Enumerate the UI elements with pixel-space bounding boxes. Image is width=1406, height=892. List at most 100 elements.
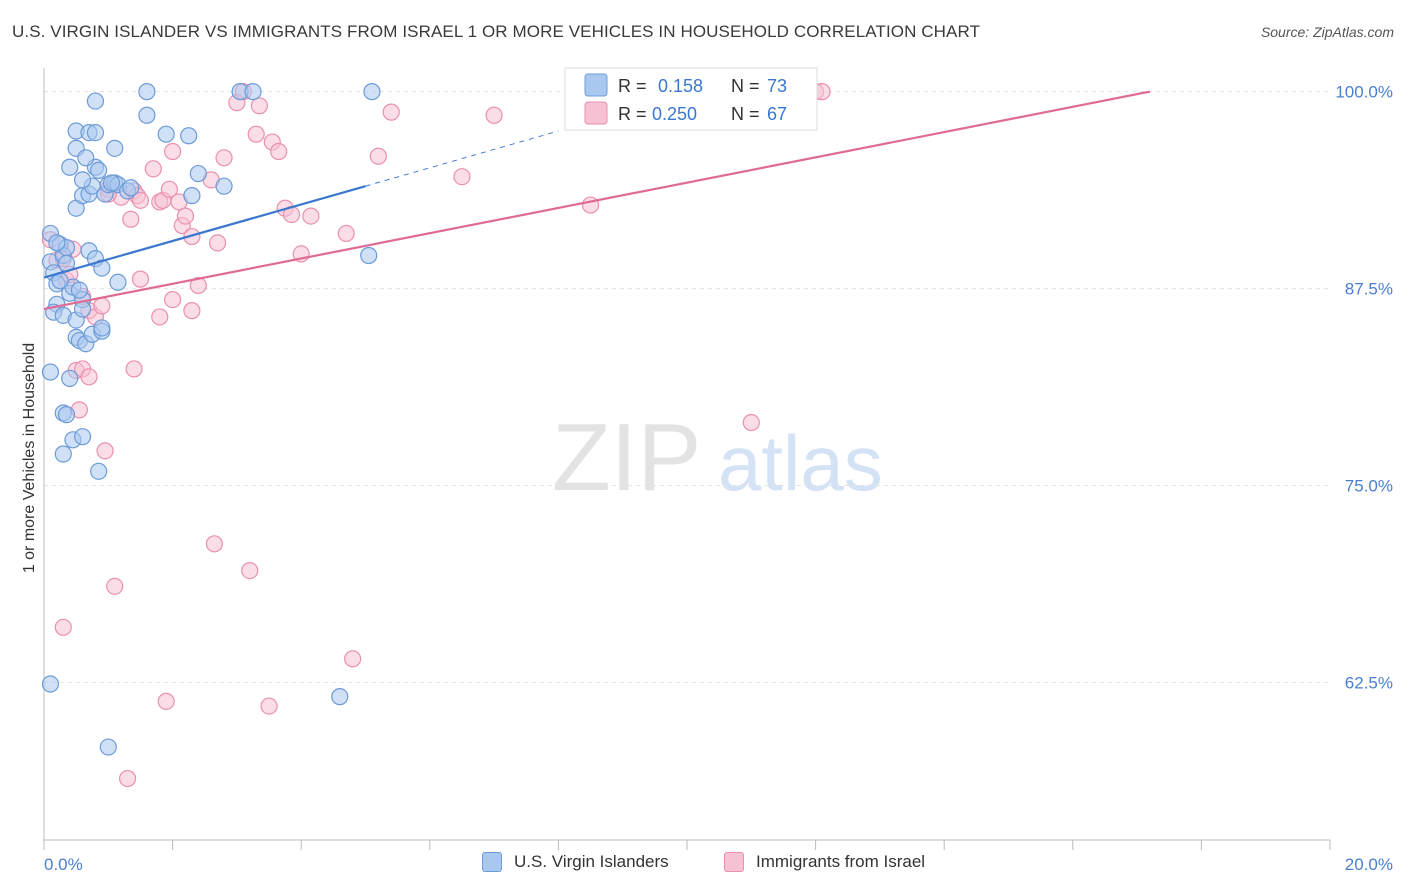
trendline-virgin-islanders — [43, 185, 366, 279]
israel-point-65 — [164, 142, 182, 161]
virgin-islanders-point-72 — [70, 281, 88, 299]
virgin-islanders-point-39 — [122, 179, 140, 197]
israel-point-8 — [93, 297, 111, 315]
israel-point-13 — [96, 442, 114, 460]
israel-point-20 — [260, 697, 278, 715]
legend-swatch-blue — [584, 73, 608, 97]
virgin-islanders-point-16 — [109, 273, 127, 291]
israel-point-49 — [337, 224, 355, 243]
gridlines — [44, 91, 1330, 683]
israel-point-18 — [205, 535, 223, 553]
legend-n-label-1: N = — [731, 76, 760, 96]
virgin-islanders-point-43 — [77, 149, 95, 167]
legend-r-value-2: 0.250 — [652, 104, 697, 124]
israel-point-14 — [54, 618, 72, 636]
israel-point-11 — [80, 368, 98, 386]
virgin-islanders-point-44 — [90, 161, 108, 180]
israel-point-21 — [344, 650, 362, 668]
israel-point-51 — [382, 103, 400, 121]
israel-point-50 — [369, 147, 387, 165]
x-tick-labels: 0.0% 20.0% — [44, 855, 1393, 874]
y-tick-label-3: 62.5% — [1345, 673, 1393, 692]
virgin-islanders-point-65 — [331, 688, 349, 706]
chart-title: U.S. VIRGIN ISLANDER VS IMMIGRANTS FROM … — [12, 22, 981, 41]
virgin-islanders-point-45 — [102, 174, 121, 192]
legend-r-label-2: R = — [618, 104, 647, 124]
israel-point-16 — [118, 769, 137, 788]
virgin-islanders-point-55 — [215, 177, 233, 195]
israel-point-60 — [183, 302, 201, 320]
virgin-islanders-point-49 — [106, 139, 124, 157]
virgin-islanders-point-22 — [61, 369, 79, 387]
trendline-israel — [43, 90, 1151, 311]
israel-point-61 — [189, 276, 207, 295]
legend-n-label-2: N = — [731, 104, 760, 124]
israel-point-53 — [485, 106, 503, 124]
israel-point-44 — [270, 142, 288, 161]
x-tick-label-1: 20.0% — [1345, 855, 1393, 874]
virgin-islanders-point-26 — [73, 428, 92, 446]
y-tick-label-0: 100.0% — [1335, 83, 1393, 102]
virgin-islanders-point-63 — [41, 675, 60, 693]
israel-point-27 — [131, 191, 150, 209]
virgin-islanders-point-27 — [54, 445, 72, 463]
virgin-islanders-point-28 — [90, 462, 108, 480]
israel-point-17 — [157, 692, 175, 710]
israel-point-58 — [151, 308, 169, 326]
israel-point-52 — [453, 168, 471, 186]
israel-point-38 — [215, 149, 233, 167]
legend-r-value-1: 0.158 — [658, 76, 703, 96]
legend-r-label-1: R = — [618, 76, 647, 96]
virgin-islanders-point-54 — [189, 164, 207, 183]
virgin-islanders-point-71 — [93, 319, 111, 337]
virgin-islanders-point-66 — [48, 234, 66, 252]
virgin-islanders-point-61 — [180, 127, 198, 145]
israel-point-59 — [164, 291, 182, 309]
virgin-islanders-point-57 — [244, 83, 262, 101]
bottom-legend-label-2: Immigrants from Israel — [756, 852, 926, 871]
x-tick-label-0: 0.0% — [44, 855, 83, 874]
legend-n-value-1: 73 — [767, 76, 787, 96]
legend-swatch-virgin-islanders — [482, 852, 502, 872]
virgin-islanders-point-24 — [57, 406, 76, 424]
israel-point-62 — [125, 360, 143, 378]
virgin-islanders-point-53 — [138, 83, 156, 101]
israel-point-42 — [250, 97, 269, 115]
israel-point-55 — [742, 413, 760, 432]
israel-point-24 — [122, 210, 140, 228]
bottom-legend-item-israel: Immigrants from Israel — [724, 852, 925, 872]
virgin-islanders-point-42 — [73, 171, 92, 189]
virgin-islanders-point-62 — [41, 363, 60, 381]
virgin-islanders-point-52 — [157, 125, 175, 143]
virgin-islanders-point-50 — [86, 92, 105, 110]
watermark-atlas: atlas — [718, 419, 883, 507]
israel-point-19 — [241, 561, 259, 580]
legend: R = 0.158 N = 73 R = 0.250 N = 67 — [564, 67, 818, 131]
virgin-islanders-point-51 — [138, 106, 156, 124]
series-virgin-islanders-points — [41, 83, 381, 756]
israel-point-31 — [160, 180, 178, 198]
virgin-islanders-point-60 — [183, 187, 201, 205]
israel-point-63 — [131, 270, 150, 288]
legend-n-value-2: 67 — [767, 104, 787, 124]
israel-point-37 — [209, 234, 227, 252]
virgin-islanders-point-48 — [86, 123, 105, 142]
y-tick-labels: 100.0% 87.5% 75.0% 62.5% — [1335, 83, 1393, 693]
bottom-legend-label-1: U.S. Virgin Islanders — [514, 852, 669, 871]
series-israel-points — [41, 83, 831, 788]
legend-swatch-israel — [724, 852, 744, 872]
israel-point-34 — [176, 207, 195, 225]
y-tick-label-1: 87.5% — [1345, 280, 1393, 299]
source-label: Source: ZipAtlas.com — [1260, 24, 1394, 40]
trendlines — [43, 90, 1151, 311]
bottom-legend: U.S. Virgin Islanders Immigrants from Is… — [0, 852, 1406, 878]
israel-point-28 — [144, 160, 162, 178]
axes — [43, 68, 1331, 850]
virgin-islanders-point-64 — [99, 738, 117, 756]
israel-point-48 — [302, 207, 320, 225]
virgin-islanders-point-40 — [61, 158, 79, 176]
watermark-zip: ZIP — [552, 404, 701, 511]
israel-point-41 — [247, 125, 265, 143]
virgin-islanders-point-59 — [363, 83, 381, 101]
virgin-islanders-point-58 — [360, 246, 378, 265]
